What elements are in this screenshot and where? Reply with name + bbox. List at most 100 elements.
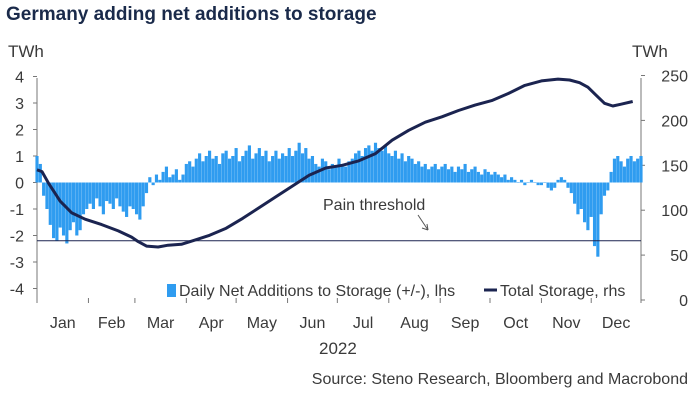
storage-addition-bar — [539, 182, 544, 186]
storage-addition-bar — [622, 166, 626, 183]
storage-addition-bar — [486, 171, 490, 183]
storage-addition-bar — [214, 156, 218, 183]
month-label: Aug — [400, 315, 428, 332]
storage-addition-bar — [178, 179, 182, 183]
storage-addition-bar — [68, 182, 72, 231]
storage-addition-bar — [569, 182, 573, 194]
storage-addition-bar — [417, 161, 421, 183]
storage-addition-bar — [407, 156, 411, 183]
storage-addition-bar — [91, 182, 95, 209]
storage-addition-bar — [52, 182, 56, 239]
legend-bar-label: Daily Net Additions to Storage (+/-), lh… — [179, 283, 455, 300]
storage-addition-bar — [334, 166, 338, 183]
storage-addition-bar — [251, 158, 255, 183]
storage-addition-bar — [387, 153, 391, 183]
storage-addition-bar — [98, 182, 102, 207]
storage-addition-bar — [403, 161, 407, 183]
storage-addition-bar — [234, 148, 238, 183]
storage-addition-bar — [609, 171, 613, 183]
storage-addition-bar — [45, 182, 49, 209]
storage-addition-bar — [529, 179, 534, 183]
storage-addition-bar — [456, 166, 461, 183]
left-tick-label: -3 — [10, 255, 24, 272]
storage-addition-bar — [304, 148, 308, 183]
legend-bar-swatch — [167, 284, 176, 297]
storage-addition-bar — [267, 161, 271, 183]
storage-addition-bar — [65, 182, 69, 244]
storage-addition-bar — [161, 171, 165, 183]
storage-addition-bar — [363, 148, 368, 183]
storage-addition-bar — [95, 182, 99, 199]
storage-addition-bar — [148, 177, 152, 183]
storage-addition-bar — [55, 182, 59, 241]
storage-addition-bar — [460, 169, 464, 183]
storage-addition-bar — [78, 182, 82, 231]
storage-addition-bar — [134, 182, 139, 215]
storage-addition-bar — [330, 163, 334, 183]
storage-addition-bar — [483, 169, 487, 183]
left-tick-label: 3 — [15, 96, 24, 113]
right-tick-label: 100 — [661, 203, 688, 220]
storage-addition-bar — [523, 182, 527, 186]
storage-addition-bar — [184, 163, 188, 183]
storage-addition-bar — [281, 153, 285, 183]
storage-addition-bar — [128, 182, 132, 207]
storage-addition-bar — [553, 182, 557, 188]
annotation-arrow — [417, 214, 429, 231]
storage-addition-bar — [48, 182, 52, 225]
storage-addition-bar — [636, 158, 640, 183]
storage-addition-bar — [453, 171, 457, 183]
storage-addition-bar — [75, 182, 79, 236]
storage-addition-bar — [171, 174, 175, 183]
storage-addition-bar — [284, 156, 288, 183]
storage-addition-bar — [294, 150, 298, 183]
storage-addition-bar — [397, 158, 401, 183]
total-storage-line — [36, 77, 634, 249]
storage-addition-bar — [430, 166, 434, 183]
storage-addition-bar — [237, 161, 242, 183]
month-label: Dec — [602, 315, 630, 332]
storage-addition-bar — [380, 150, 384, 183]
storage-addition-bar — [88, 182, 92, 204]
chart-title: Germany adding net additions to storage — [6, 4, 377, 25]
month-label: Nov — [552, 315, 580, 332]
storage-addition-bar — [327, 169, 331, 183]
storage-addition-bar — [297, 142, 301, 183]
month-label: Jan — [50, 315, 76, 332]
storage-addition-bar — [287, 148, 291, 183]
storage-addition-bar — [583, 182, 587, 223]
storage-addition-bar — [506, 179, 510, 183]
storage-addition-bar — [201, 161, 205, 183]
storage-addition-bar — [158, 179, 162, 183]
storage-addition-bar — [337, 158, 341, 183]
storage-addition-bar — [546, 182, 550, 188]
storage-addition-bar — [347, 161, 351, 183]
storage-addition-bar — [121, 182, 125, 212]
storage-addition-bar — [632, 161, 636, 183]
storage-addition-bar — [549, 182, 553, 191]
storage-addition-bar — [101, 182, 105, 215]
storage-addition-bar — [300, 153, 305, 183]
storage-addition-bar — [496, 174, 500, 183]
storage-addition-bar — [115, 182, 119, 199]
month-label: Feb — [98, 315, 126, 332]
storage-addition-bar — [108, 182, 112, 204]
storage-addition-bar — [393, 150, 397, 183]
month-label: Jul — [353, 315, 373, 332]
storage-addition-bar — [191, 166, 195, 183]
storage-addition-bar — [194, 158, 198, 183]
storage-addition-bar — [174, 169, 178, 183]
storage-addition-bar — [476, 171, 480, 183]
legend-line-label: Total Storage, rhs — [500, 283, 625, 300]
right-tick-label: 200 — [661, 113, 688, 130]
month-label: Sep — [451, 315, 480, 332]
storage-addition-bar — [629, 156, 633, 183]
storage-addition-bar — [500, 177, 504, 183]
storage-addition-bar — [344, 166, 348, 183]
storage-addition-bar — [244, 150, 248, 183]
storage-addition-bar — [602, 182, 607, 196]
storage-addition-bar — [204, 156, 208, 183]
month-label: Oct — [503, 315, 528, 332]
storage-addition-bar — [198, 153, 202, 183]
